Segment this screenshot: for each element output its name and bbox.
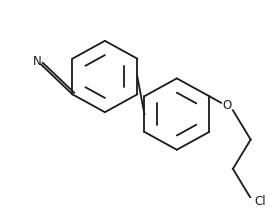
Text: O: O xyxy=(222,99,232,112)
Text: N: N xyxy=(33,55,41,68)
Text: Cl: Cl xyxy=(255,195,266,208)
